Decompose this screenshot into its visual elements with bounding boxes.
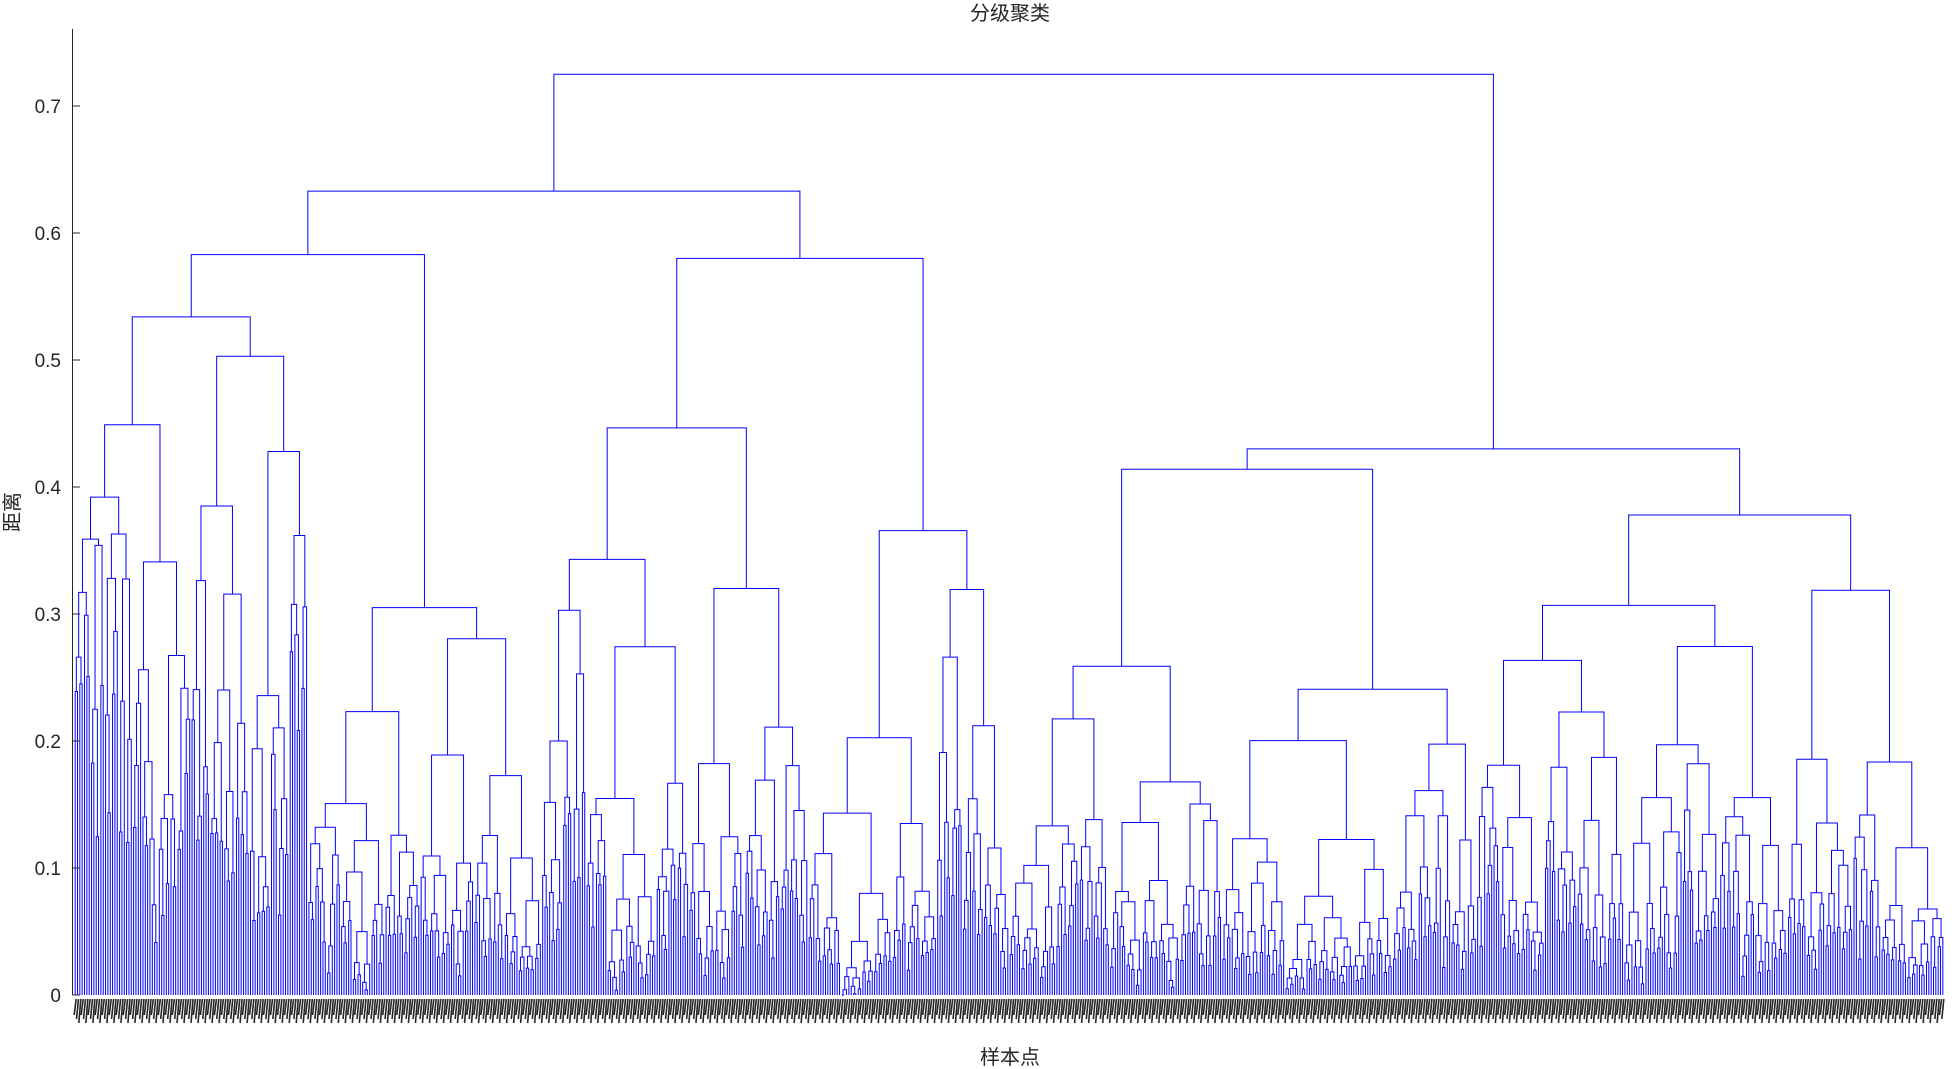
dendrogram-link <box>906 448 1741 995</box>
dendrogram-link <box>341 638 522 995</box>
y-tick-label: 0.2 <box>35 732 61 753</box>
dendrogram-link <box>1329 743 1476 995</box>
dendrogram-link <box>1187 688 1448 995</box>
dendrogram-link <box>768 530 968 996</box>
dendrogram-link <box>203 450 478 995</box>
y-tick-label: 0.5 <box>35 351 61 372</box>
y-tick-label: 0.7 <box>35 97 61 118</box>
dendrogram-link <box>1040 781 1211 995</box>
y-tick-label: 0 <box>50 986 61 1007</box>
chart-title: 分级聚类 <box>970 1 1050 25</box>
dendrogram-link <box>483 257 924 995</box>
dendrogram-link <box>1477 514 1852 995</box>
y-tick-label: 0.3 <box>35 605 61 626</box>
x-axis-label: 样本点 <box>980 1045 1040 1069</box>
dendrogram-link <box>74 73 1494 995</box>
dendrogram-link <box>1608 646 1772 995</box>
y-tick-label: 0.6 <box>35 224 61 245</box>
y-axis-label: 距离 <box>0 492 24 532</box>
leaf-label-marks <box>73 998 1945 1024</box>
dendrogram-tree <box>74 73 1944 996</box>
plot-area: 0 0.1 0.2 0.3 0.4 0.5 0.6 0.7 <box>35 29 1945 1024</box>
y-axis: 0 0.1 0.2 0.3 0.4 0.5 0.6 0.7 <box>35 29 80 1007</box>
dendrogram-link <box>1890 908 1944 995</box>
leaf-labels <box>73 998 1945 1024</box>
dendrogram-link <box>1755 589 1929 995</box>
y-tick-label: 0.1 <box>35 859 61 880</box>
dendrogram-link <box>621 587 794 995</box>
y-tick-label: 0.4 <box>35 478 62 499</box>
